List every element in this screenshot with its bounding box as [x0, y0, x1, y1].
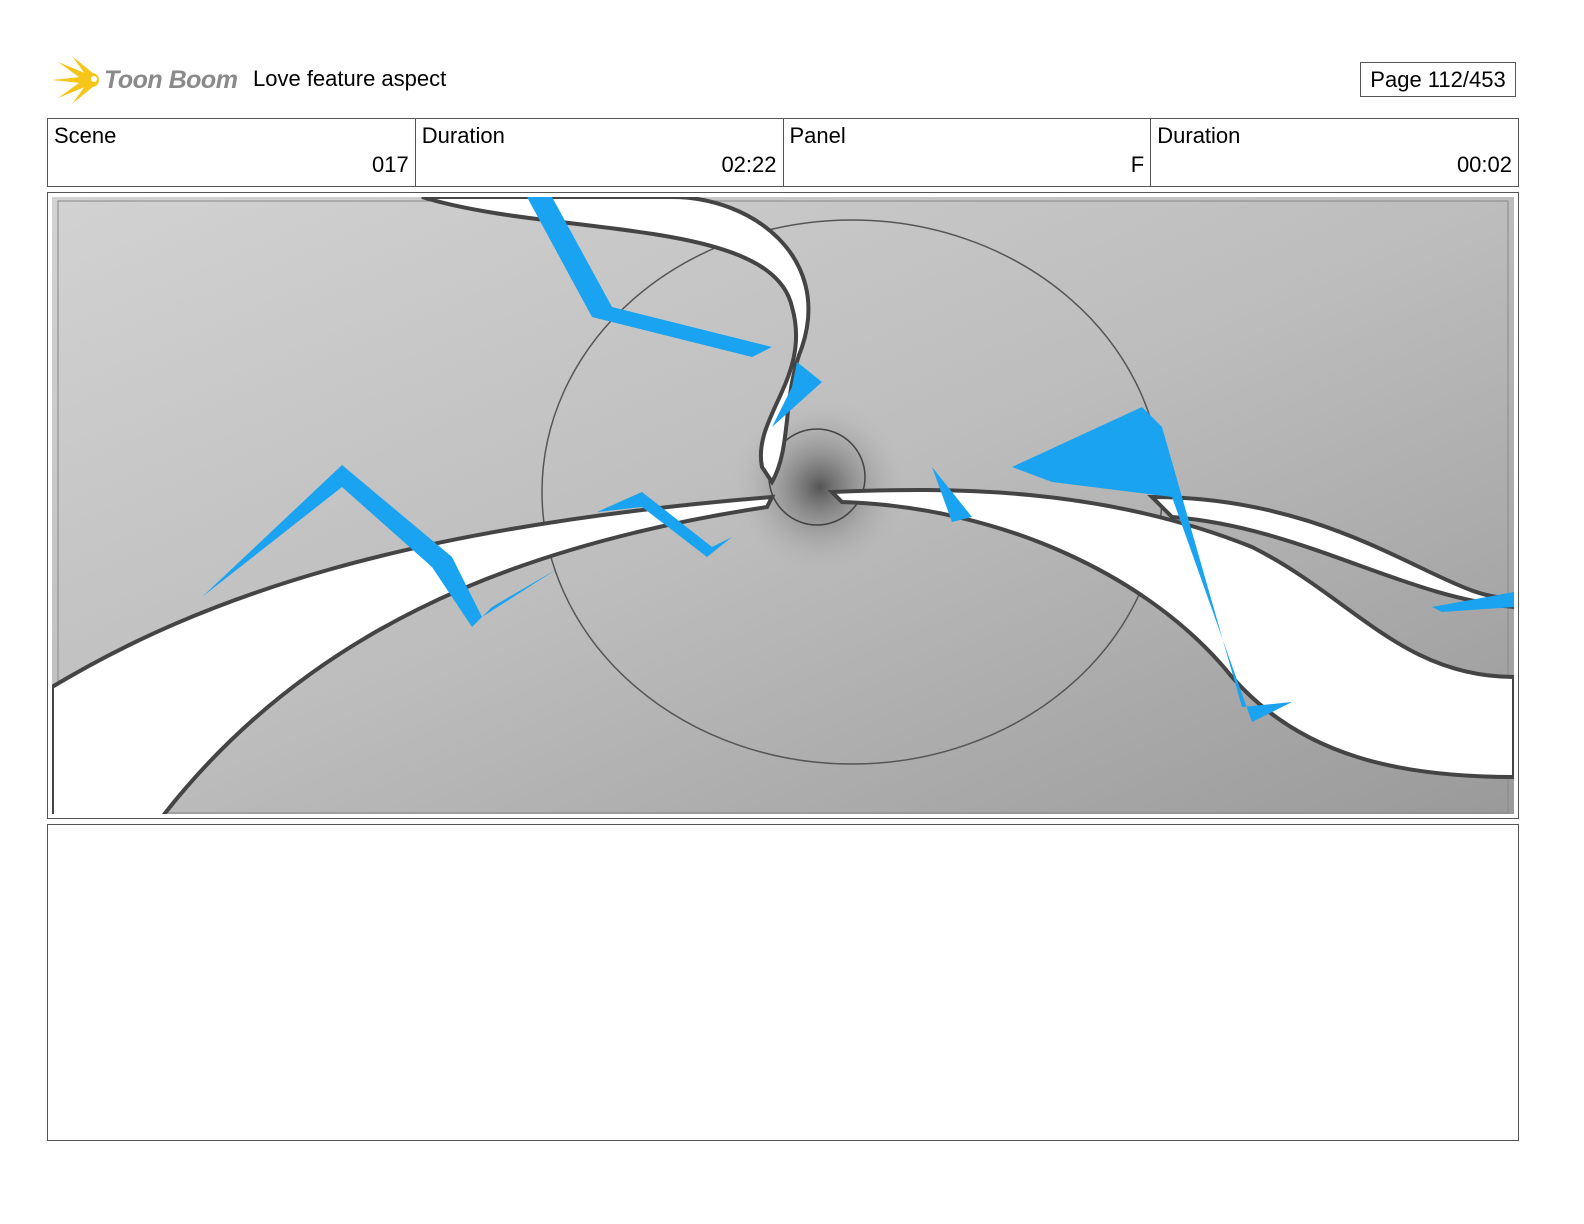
- panel-duration-cell: Duration 00:02: [1151, 119, 1518, 186]
- scene-label: Scene: [54, 123, 117, 148]
- tentacles: [52, 197, 1514, 814]
- panel-duration-label: Duration: [1157, 123, 1241, 148]
- page-number: Page 112/453: [1360, 62, 1516, 97]
- logo-text: Toon Boom: [104, 65, 238, 94]
- scene-duration-cell: Duration 02:22: [416, 119, 784, 186]
- project-title: Love feature aspect: [253, 66, 447, 91]
- starburst-icon: [52, 56, 99, 104]
- scene-cell: Scene 017: [48, 119, 416, 186]
- panel-label: Panel: [789, 123, 846, 148]
- blue-action-lines: [202, 197, 1514, 722]
- storyboard-panel: [47, 192, 1519, 819]
- safe-frame: [57, 200, 1509, 814]
- scene-value: 017: [372, 152, 409, 177]
- toon-boom-logo: Toon Boom: [50, 54, 238, 106]
- vortex-center: [730, 397, 910, 577]
- notes-box[interactable]: [47, 824, 1519, 1141]
- panel-duration-value: 00:02: [1456, 152, 1512, 177]
- scene-info-table: Scene 017 Duration 02:22 Panel F Duratio…: [47, 118, 1519, 187]
- storyboard-sketch-image: [52, 197, 1514, 814]
- panel-value: F: [1130, 152, 1145, 177]
- scene-duration-value: 02:22: [721, 152, 777, 177]
- panel-cell: Panel F: [784, 119, 1152, 186]
- scene-duration-label: Duration: [421, 123, 505, 148]
